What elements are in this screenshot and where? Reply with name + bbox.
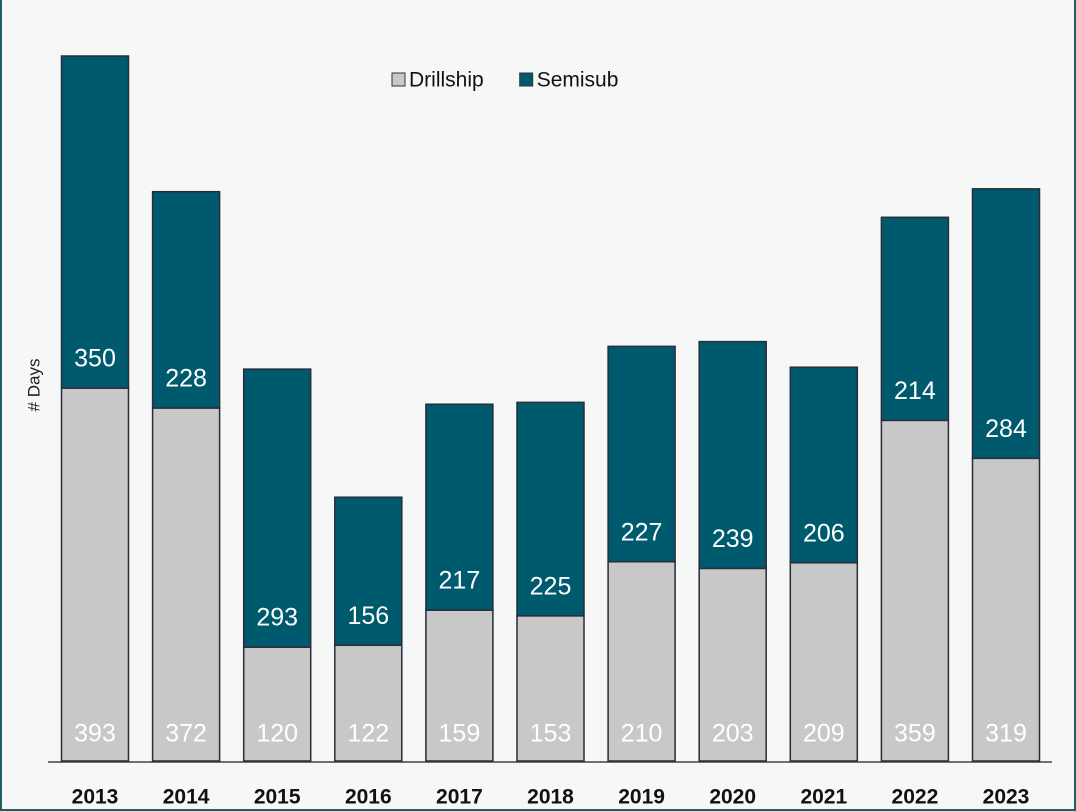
data-label: 153 — [530, 720, 572, 748]
x-tick-label: 2014 — [163, 786, 210, 809]
data-label: 210 — [621, 720, 663, 748]
x-tick-label: 2021 — [800, 786, 847, 809]
bar-segment — [60, 55, 130, 389]
x-tick-label: 2013 — [72, 786, 119, 809]
bar-segment — [880, 216, 950, 422]
bar-segment — [516, 401, 585, 617]
bar-segment — [789, 561, 859, 762]
data-label: 120 — [256, 720, 298, 748]
x-tick-label: 2019 — [618, 786, 665, 809]
data-label: 214 — [894, 377, 936, 405]
data-label: 372 — [165, 720, 207, 748]
bar-segment — [242, 368, 312, 648]
x-tick-label: 2016 — [345, 786, 392, 809]
data-label: 217 — [439, 567, 481, 595]
data-label: 156 — [347, 602, 389, 630]
data-label: 393 — [74, 720, 116, 748]
x-tick-label: 2018 — [527, 786, 574, 809]
data-label: 239 — [712, 525, 754, 553]
x-tick-label: 2023 — [983, 786, 1030, 809]
bar-segment — [880, 419, 950, 762]
x-tick-label: 2015 — [254, 786, 301, 809]
bar-segment — [425, 403, 494, 611]
x-tick-label: 2022 — [892, 786, 939, 809]
legend-swatch — [391, 72, 406, 87]
legend-swatch — [519, 72, 534, 87]
data-label: 350 — [74, 345, 116, 373]
bar-segment — [698, 567, 767, 762]
data-label: 228 — [165, 365, 207, 393]
data-label: 293 — [256, 604, 298, 632]
data-label: 225 — [530, 572, 572, 600]
y-axis-label: # Days — [24, 359, 43, 412]
data-label: 359 — [894, 720, 936, 748]
bar-segment — [151, 407, 221, 762]
data-label: 159 — [439, 720, 481, 748]
bar-segment — [971, 457, 1041, 762]
data-label: 122 — [347, 720, 389, 748]
data-label: 209 — [803, 720, 845, 748]
bar-segment — [789, 366, 859, 564]
data-label: 206 — [803, 519, 845, 547]
data-label: 319 — [985, 720, 1027, 748]
bar-segment — [151, 190, 221, 409]
data-label: 284 — [985, 415, 1027, 443]
bar-segment — [607, 345, 676, 563]
bar-segment — [334, 644, 403, 762]
x-tick-label: 2020 — [709, 786, 756, 809]
bar-segment — [60, 387, 130, 762]
bar-segment — [425, 609, 494, 762]
x-tick-label: 2017 — [436, 786, 483, 809]
data-label: 227 — [621, 518, 663, 546]
legend-label: Drillship — [409, 69, 484, 92]
data-label: 203 — [712, 720, 754, 748]
bar-segment — [971, 188, 1041, 460]
bar-segment — [334, 496, 403, 646]
bar-segment — [698, 340, 767, 570]
bar-segment — [516, 615, 585, 762]
legend-label: Semisub — [537, 69, 619, 92]
